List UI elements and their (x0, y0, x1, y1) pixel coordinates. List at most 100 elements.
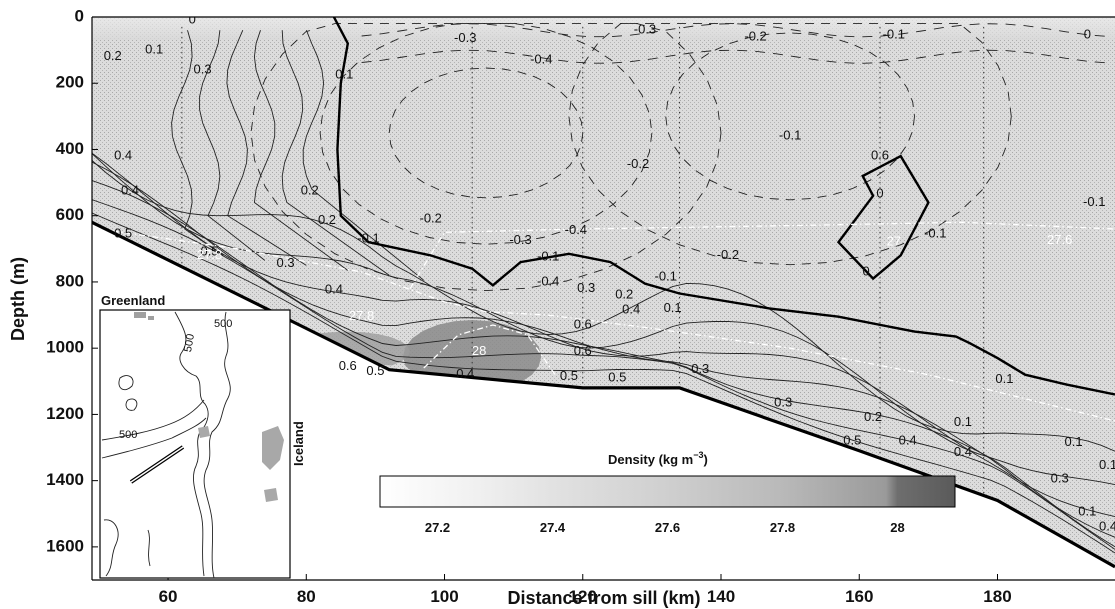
isopycnal-label: 27 (887, 234, 901, 249)
positive-contour (253, 30, 349, 271)
contour-label: 0.5 (608, 369, 626, 384)
x-axis-title: Distance from sill (km) (507, 588, 700, 608)
contour-label: 0.5 (843, 432, 861, 447)
isopycnal-line (423, 324, 556, 376)
inset-label-greenland: Greenland (101, 293, 165, 308)
y-tick-label: 400 (56, 139, 84, 158)
contour-label: 0.2 (301, 182, 319, 197)
contour-label: -0.1 (883, 27, 905, 42)
isopycnal-label: 27.8 (349, 308, 374, 323)
x-tick-label: 60 (159, 587, 178, 606)
contour-label: -0.4 (537, 273, 559, 288)
contour-label: 0.1 (1099, 457, 1115, 472)
colorbar-tick-label: 27.6 (655, 520, 680, 535)
inset-contour-label: 500 (214, 318, 232, 330)
inset-land-iceland (198, 426, 284, 502)
isopycnal-label: 27.8 (197, 247, 222, 262)
contour-label: 0 (189, 12, 196, 27)
contour-label: 0.4 (121, 182, 139, 197)
y-tick-label: 0 (75, 6, 84, 25)
zero-contour-loop (836, 154, 930, 281)
positive-contour (302, 30, 425, 281)
contour-label: -0.3 (509, 232, 531, 247)
contour-label: 0.3 (277, 255, 295, 270)
inset-label-iceland: Iceland (291, 421, 306, 466)
colorbar-title: Density (kg m−3) (608, 450, 708, 467)
contour-label: 0.1 (995, 371, 1013, 386)
negative-contour (568, 23, 1012, 266)
contour-label: 0.4 (622, 302, 640, 317)
contour-label: 0.4 (1099, 518, 1115, 533)
dense-water-core-2 (285, 318, 410, 366)
inset-contour-label: 500 (182, 333, 197, 353)
negative-contour (665, 32, 915, 201)
contour-label: -0.2 (627, 156, 649, 171)
colorbar-tick-label: 27.8 (770, 520, 795, 535)
contour-label: 0.1 (664, 300, 682, 315)
contour-label: -0.1 (779, 128, 801, 143)
x-tick-label: 160 (845, 587, 873, 606)
contour-label: 0.1 (1064, 434, 1082, 449)
contour-label: 0.5 (560, 368, 578, 383)
positive-contour (92, 152, 1115, 518)
contour-label: 0.3 (1051, 470, 1069, 485)
contour-label: 0.3 (577, 280, 595, 295)
contour-label: 0 (863, 263, 870, 278)
axes (91, 16, 1115, 581)
contour-label: 0.1 (145, 42, 163, 57)
positive-contour (92, 161, 1115, 538)
inset-section-line (129, 445, 185, 484)
contour-label: -0.3 (454, 30, 476, 45)
inset-map: Greenland 500 500 500 Iceland (99, 293, 306, 579)
colorbar-tick-label: 27.2 (425, 520, 450, 535)
contour-label: 0.5 (200, 244, 218, 259)
contour-label: -0.1 (1083, 194, 1105, 209)
contour-label: -0.4 (530, 51, 552, 66)
contour-label: -0.3 (634, 22, 656, 37)
x-tick-label: 100 (430, 587, 458, 606)
contour-label: 0.6 (574, 343, 592, 358)
contour-label: -0.1 (655, 268, 677, 283)
contour-label: 0.3 (194, 61, 212, 76)
y-tick-label: 600 (56, 205, 84, 224)
contour-label: 0.6 (871, 148, 889, 163)
inset-land-greenland (134, 312, 154, 320)
contour-label: 0.6 (339, 358, 357, 373)
contour-label: 0.4 (899, 432, 917, 447)
surface-band (92, 17, 1115, 41)
contour-label: 0.5 (114, 225, 132, 240)
colorbar-ticks: 27.2 27.4 27.6 27.8 28 (425, 520, 905, 535)
water-fill (92, 17, 1115, 567)
contour-label: 0.1 (335, 66, 353, 81)
contour-label: 0.1 (954, 414, 972, 429)
x-tick-label: 120 (569, 587, 597, 606)
contour-label: -0.2 (717, 247, 739, 262)
isopycnal-label: 27.6 (1047, 232, 1072, 247)
positive-contour (281, 30, 390, 276)
contour-label: 0.3 (691, 361, 709, 376)
x-tick-label: 80 (297, 587, 316, 606)
positive-contour (226, 30, 307, 266)
positive-contour (171, 30, 224, 256)
contour-label: -0.2 (744, 28, 766, 43)
contour-label: 0.6 (574, 316, 592, 331)
positive-contour (92, 180, 1115, 548)
x-tick-label: 180 (983, 587, 1011, 606)
contour-label: 0.4 (456, 366, 474, 381)
contour-label: 0.5 (366, 363, 384, 378)
x-axis-ticks: 60 80 100 120 140 160 180 (159, 574, 1012, 606)
isopycnal-line (98, 228, 1115, 422)
contour-label: -0.2 (419, 210, 441, 225)
isopycnal-line (409, 221, 1115, 289)
y-axis-title: Depth (m) (8, 257, 28, 341)
inset-coastlines (101, 311, 231, 579)
contour-label: 0.2 (864, 409, 882, 424)
contour-label: 0.4 (114, 148, 132, 163)
zero-contour-line (332, 17, 1115, 396)
contour-label: 0.3 (774, 394, 792, 409)
contour-label: 0.1 (1078, 504, 1096, 519)
isopycnal-lines (98, 221, 1115, 422)
y-tick-label: 200 (56, 73, 84, 92)
y-tick-label: 1400 (46, 470, 84, 489)
